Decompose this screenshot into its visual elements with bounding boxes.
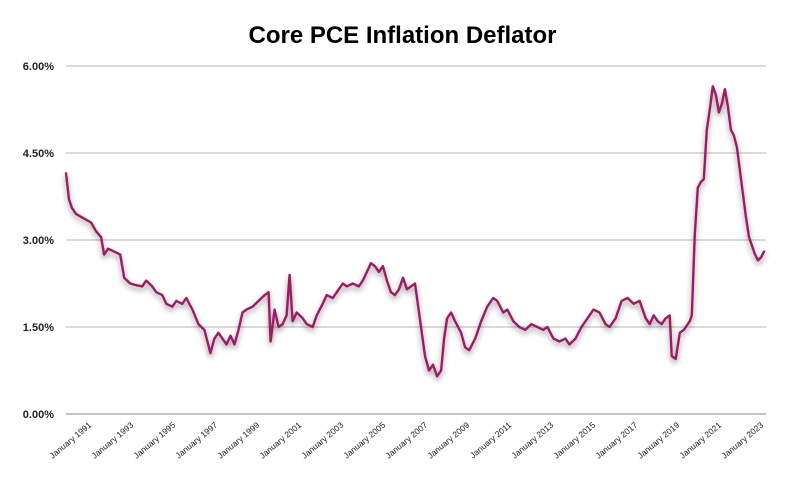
x-tick-label: January 2007 xyxy=(383,420,429,461)
series-layer xyxy=(64,85,766,378)
chart-title: Core PCE Inflation Deflator xyxy=(248,22,557,49)
x-tick-label: January 2003 xyxy=(299,420,345,461)
y-tick-label: 6.00% xyxy=(23,61,54,73)
y-tick-label: 0.00% xyxy=(23,409,54,421)
x-tick-label: January 2019 xyxy=(635,420,681,461)
x-tick-label: January 2005 xyxy=(341,420,387,461)
x-tick-label: January 2017 xyxy=(593,420,639,461)
y-tick-label: 4.50% xyxy=(23,148,54,160)
x-tick-label: January 1991 xyxy=(47,420,93,461)
x-tick-label: January 2015 xyxy=(551,420,597,461)
y-axis-ticks: 0.00% 1.50% 3.00% 4.50% 6.00% xyxy=(23,61,54,421)
series-line-core-pce xyxy=(64,85,766,378)
x-tick-label: January 2011 xyxy=(468,420,514,461)
x-tick-label: January 2023 xyxy=(719,420,765,461)
x-tick-label: January 2009 xyxy=(425,420,471,461)
gridlines xyxy=(66,65,766,415)
y-tick-label: 3.00% xyxy=(23,235,54,247)
x-tick-label: January 2013 xyxy=(509,420,555,461)
x-tick-label: January 1997 xyxy=(173,420,219,461)
x-tick-label: January 2001 xyxy=(257,420,303,461)
x-tick-label: January 2021 xyxy=(677,420,723,461)
x-tick-label: January 1999 xyxy=(215,420,261,461)
x-tick-label: January 1993 xyxy=(89,420,135,461)
x-tick-label: January 1995 xyxy=(131,420,177,461)
y-tick-label: 1.50% xyxy=(23,322,54,334)
